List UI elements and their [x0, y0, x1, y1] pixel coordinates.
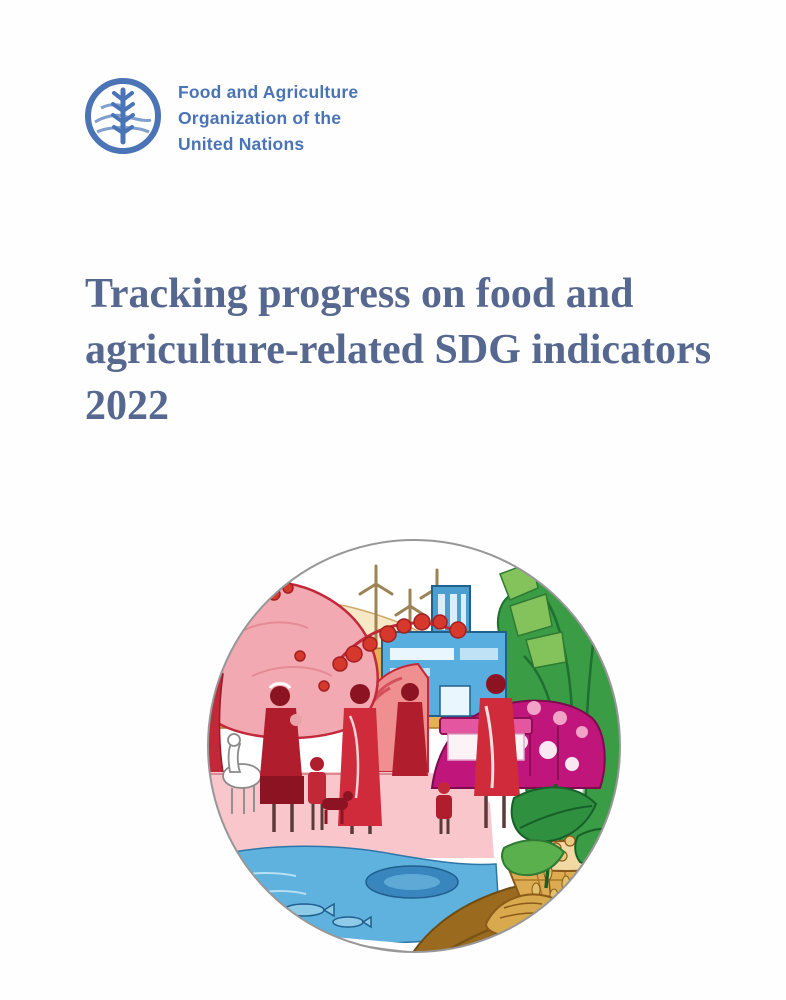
llama-icon [222, 733, 262, 814]
fao-org-name: Food and Agriculture Organization of the… [178, 79, 358, 157]
fao-org-name-line: United Nations [178, 134, 305, 154]
fao-emblem-icon [85, 78, 161, 154]
report-title: Tracking progress on food and agricultur… [85, 266, 755, 434]
cover-illustration [204, 536, 624, 956]
figure-woman [260, 682, 304, 832]
fao-org-name-line: Food and Agriculture [178, 82, 359, 102]
report-title-line: agriculture-related SDG indicators [85, 327, 712, 373]
figure-child [308, 757, 326, 830]
report-title-line: 2022 [85, 383, 169, 429]
fao-logo: Food and Agriculture Organization of the… [83, 74, 358, 158]
figure-child-right [436, 782, 452, 834]
figure-vendor [392, 683, 428, 776]
flower-branch [267, 582, 467, 692]
light-green-leaves [499, 560, 567, 669]
report-title-line: Tracking progress on food and [85, 271, 634, 317]
dog-icon [322, 791, 353, 824]
circle-outline [207, 539, 621, 953]
figure-tall [474, 674, 520, 828]
sdg-agriculture-globe-illustration [207, 539, 621, 953]
people-figures [222, 674, 520, 834]
fao-org-name-line: Organization of the [178, 108, 342, 128]
